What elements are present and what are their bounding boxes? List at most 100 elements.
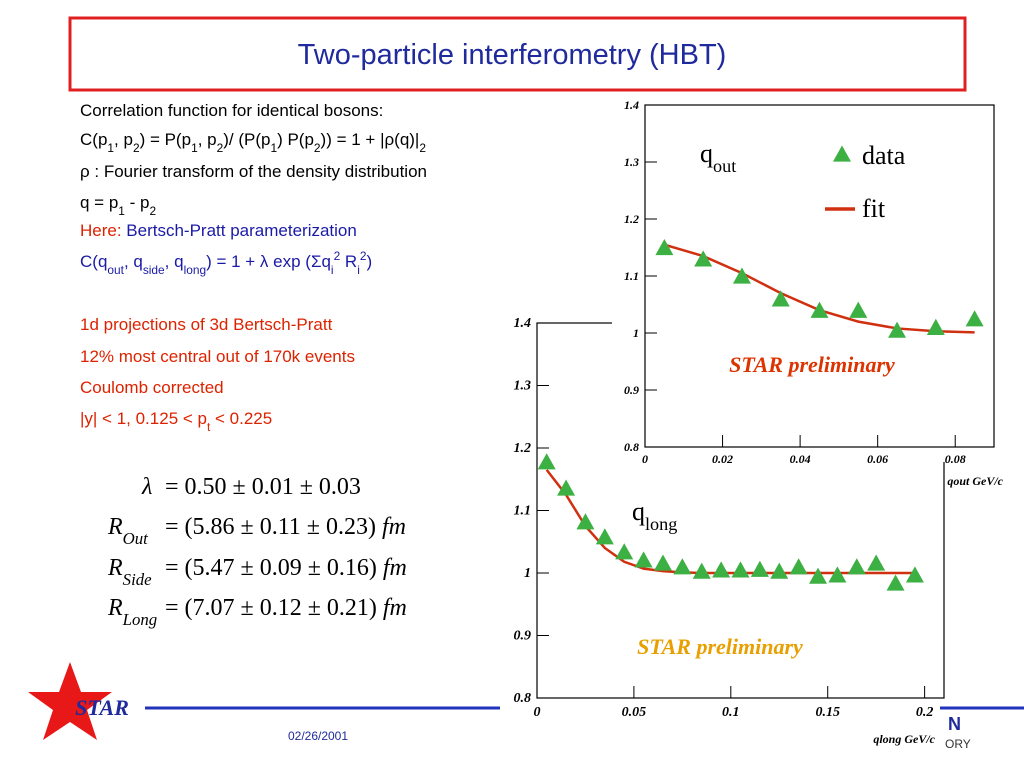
text-run: fm — [383, 595, 407, 621]
text-run: C(p — [80, 130, 107, 149]
annotation: STAR preliminary — [729, 352, 895, 377]
text-run: R — [340, 252, 357, 271]
chart-qout: 0.8 0.9 1 1.1 1.2 1.3 1.4 0 0.02 0.04 0.06 0.08 qout… — [612, 95, 1010, 488]
text-run: ) — [366, 252, 372, 271]
subscript: out — [713, 156, 736, 176]
y-tick-label: 1.2 — [624, 212, 639, 226]
subscript: 1 — [191, 141, 198, 155]
data-point — [615, 543, 634, 560]
subscript: i — [331, 263, 334, 277]
y-tick-label: 0.9 — [514, 629, 532, 644]
text-run: q = p — [80, 193, 118, 212]
data-point — [809, 567, 828, 584]
text-run: R — [107, 555, 123, 581]
subscript: Long — [122, 610, 158, 629]
y-tick-label: 0.8 — [514, 691, 532, 706]
subscript: 1 — [270, 141, 277, 155]
text-run: C(q — [80, 252, 107, 271]
subscript: long — [645, 514, 677, 534]
subscript: i — [357, 263, 360, 277]
data-point — [694, 250, 713, 267]
text-run: Coulomb corrected — [80, 378, 224, 397]
y-tick-label: 0.8 — [624, 440, 639, 454]
text-run: , q — [165, 252, 184, 271]
y-tick-label: 1.3 — [624, 155, 639, 169]
text-run: )) = 1 + |ρ(q)| — [321, 130, 420, 149]
text-run: Bertsch-Pratt parameterization — [126, 221, 357, 240]
text-run: < 0.225 — [210, 409, 272, 428]
text-run: - p — [125, 193, 150, 212]
text-block: Correlation function for identical boson… — [80, 101, 427, 434]
data-point — [557, 479, 576, 496]
data-point — [750, 560, 769, 577]
y-tick-label: 1 — [633, 326, 639, 340]
text-run: 12% most central out of 170k events — [80, 347, 355, 366]
date: 02/26/2001 — [288, 729, 348, 743]
superscript: 2 — [334, 249, 341, 263]
data-point — [595, 528, 614, 545]
lab-logo: ORY — [945, 737, 971, 751]
text-run: ρ : Fourier transform of the density dis… — [80, 162, 427, 181]
text-run: = (7.07 ± 0.12 ± 0.21) — [165, 595, 383, 621]
text-run: λ — [141, 474, 152, 500]
data-point — [965, 310, 984, 327]
x-tick-label: 0.05 — [622, 705, 647, 720]
text-run: q — [700, 139, 713, 168]
data-point — [849, 301, 868, 318]
text-line: 1d projections of 3d Bertsch-Pratt — [80, 315, 333, 334]
text-run: fm — [382, 514, 406, 540]
text-run: 1d projections of 3d Bertsch-Pratt — [80, 315, 333, 334]
logo-text: STAR — [75, 695, 129, 720]
data-point — [712, 561, 731, 578]
data-point — [771, 290, 790, 307]
equation-symbol: RSide — [107, 555, 152, 589]
y-tick-label: 0.9 — [624, 383, 639, 397]
subscript: Side — [123, 570, 152, 589]
text-run: = (5.47 ± 0.09 ± 0.16) — [165, 555, 383, 581]
text-line: C(p1, p2) = P(p1, p2)/ (P(p1) P(p2)) = 1… — [80, 130, 426, 155]
data-point — [732, 267, 751, 284]
x-tick-label: 0.15 — [815, 705, 840, 720]
subscript: 2 — [419, 141, 426, 155]
text-run: |y| < 1, 0.125 < p — [80, 409, 207, 428]
y-tick-label: 1.1 — [624, 269, 639, 283]
text-run: ) = 1 + λ exp (Σq — [206, 252, 331, 271]
subscript: out — [107, 263, 124, 277]
text-run: ) = P(p — [140, 130, 192, 149]
data-point — [731, 561, 750, 578]
x-axis-label: qlong GeV/c — [873, 732, 935, 746]
data-point — [828, 566, 847, 583]
subscript: 1 — [118, 204, 125, 218]
data-point — [537, 453, 556, 470]
text-run: = (5.86 ± 0.11 ± 0.23) — [165, 514, 382, 540]
y-tick-label: 1.4 — [514, 316, 532, 331]
equation-value: = (5.86 ± 0.11 ± 0.23) fm — [165, 514, 406, 540]
data-point — [810, 301, 829, 318]
equation-symbol: λ — [141, 474, 152, 500]
data-point — [655, 238, 674, 256]
text-line: ρ : Fourier transform of the density dis… — [80, 162, 427, 181]
text-run: , q — [124, 252, 143, 271]
title-box — [68, 16, 967, 92]
data-point — [770, 562, 789, 579]
annotation: STAR preliminary — [637, 634, 803, 659]
subscript: long — [184, 263, 206, 277]
data-point — [888, 321, 907, 338]
y-tick-label: 1.3 — [514, 379, 532, 394]
data-point — [867, 554, 886, 571]
equation-value: = 0.50 ± 0.01 ± 0.03 — [165, 474, 361, 500]
x-tick-label: 0.1 — [722, 705, 740, 720]
text-run: , p — [198, 130, 217, 149]
variable-label: qout — [700, 139, 736, 176]
text-line: 12% most central out of 170k events — [80, 347, 355, 366]
text-run: )/ (P(p — [223, 130, 270, 149]
subscript: t — [207, 420, 211, 434]
text-run: q — [632, 497, 645, 526]
text-line: Correlation function for identical boson… — [80, 101, 383, 120]
chart-qlong: 0.8 0.9 1 1.1 1.2 1.3 1.4 0 0.05 0.1 0.15 0.2 qlong … — [514, 316, 945, 746]
slide-title: Two-particle interferometry (HBT) — [298, 39, 727, 71]
x-axis-label: qout GeV/c — [947, 474, 1003, 488]
equation-symbol: RLong — [107, 595, 157, 629]
